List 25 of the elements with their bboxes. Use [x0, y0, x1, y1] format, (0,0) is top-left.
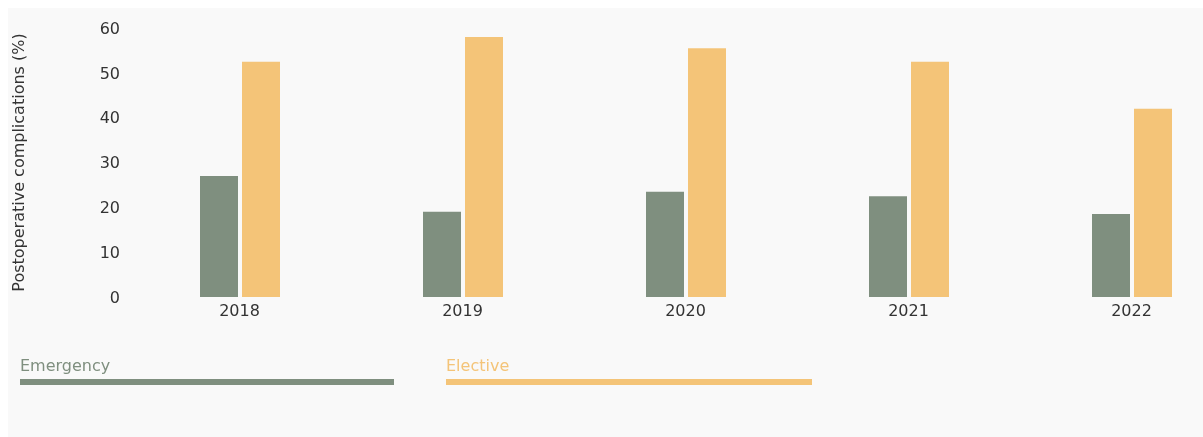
x-tick-label: 2018	[219, 301, 260, 321]
bar	[1134, 108, 1172, 297]
text: Emergency	[20, 356, 112, 375]
y-tick-label: 20	[99, 198, 120, 218]
x-tick-label: 2022	[1111, 301, 1152, 321]
y-tick-label: 10	[99, 242, 120, 262]
y-tick-label: 60	[99, 18, 120, 38]
y-tick-label: 0	[109, 287, 120, 307]
bar	[200, 175, 238, 297]
x-tick-label: 2019	[442, 301, 483, 321]
y-tick-label: 40	[99, 108, 120, 128]
bar	[646, 191, 684, 297]
x-tick-label: 2020	[665, 301, 706, 321]
bar	[911, 61, 949, 297]
bar	[688, 48, 726, 297]
bar	[423, 211, 461, 297]
y-axis-title: Postoperative complications (%)	[8, 33, 28, 292]
y-tick-label: 50	[99, 63, 120, 83]
bar	[1092, 214, 1130, 297]
x-tick-label: 2021	[888, 301, 929, 321]
bar	[465, 36, 503, 297]
bar	[869, 196, 907, 297]
bar	[242, 61, 280, 297]
y-tick-label: 30	[99, 153, 120, 173]
text: Elective	[446, 356, 511, 375]
